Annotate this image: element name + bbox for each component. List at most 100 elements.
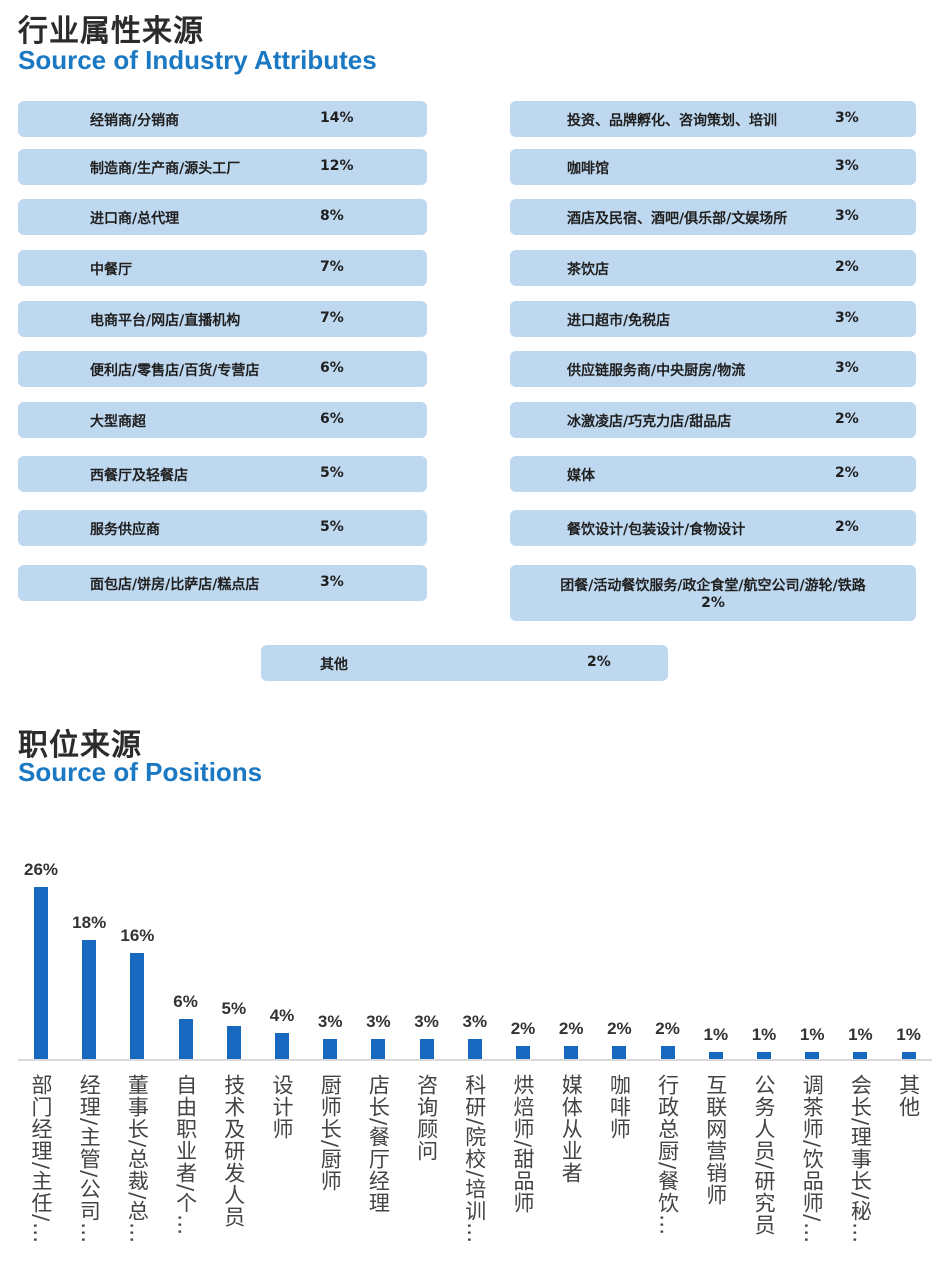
- industry-label: 团餐/活动餐饮服务/政企食堂/航空公司/游轮/铁路: [560, 578, 866, 594]
- bar: [226, 1025, 241, 1059]
- bar-value-label: 2%: [607, 1018, 632, 1038]
- category-label: 互联网营销师: [703, 1074, 728, 1206]
- industry-card: 咖啡馆 3%: [510, 149, 916, 185]
- industry-percent: 2%: [701, 595, 725, 611]
- industry-card: 中餐厅 7%: [18, 250, 427, 286]
- category-label: 调茶师/饮品师/…: [800, 1074, 825, 1245]
- category-label: 设计师: [270, 1074, 294, 1140]
- industry-percent: 2%: [835, 519, 859, 535]
- industry-card: 媒体 2%: [510, 456, 916, 492]
- industry-percent: 12%: [320, 158, 354, 174]
- industry-percent: 14%: [320, 110, 354, 126]
- industry-title-en: Source of Industry Attributes: [18, 45, 377, 75]
- positions-bar-chart: 26% 部门经理/主任/… 18% 经理/主管/公司… 16% 董事长/总裁/总… 6% 自由…: [0, 850, 942, 1272]
- category-label: 店长/餐厅经理: [366, 1074, 391, 1215]
- bar: [82, 939, 97, 1059]
- bar: [612, 1045, 627, 1059]
- industry-percent: 6%: [320, 360, 344, 376]
- industry-label: 大型商超: [90, 414, 146, 430]
- category-label: 董事长/总裁/总…: [125, 1074, 150, 1245]
- positions-title-cn: 职位来源: [18, 728, 142, 763]
- industry-percent: 3%: [320, 574, 344, 590]
- industry-card: 其他 2%: [261, 645, 668, 681]
- industry-card: 便利店/零售店/百货/专营店 6%: [18, 351, 427, 387]
- category-label: 会长/理事长/秘…: [848, 1074, 873, 1245]
- industry-label: 进口商/总代理: [90, 211, 180, 227]
- industry-label: 酒店及民宿、酒吧/俱乐部/文娱场所: [567, 211, 788, 227]
- industry-percent: 2%: [835, 465, 859, 481]
- industry-card: 茶饮店 2%: [510, 250, 916, 286]
- industry-percent: 3%: [835, 360, 859, 376]
- bar-value-label: 26%: [23, 860, 59, 879]
- industry-card: 供应链服务商/中央厨房/物流 3%: [510, 351, 916, 387]
- bar: [371, 1039, 386, 1059]
- industry-card: 电商平台/网店/直播机构 7%: [18, 301, 427, 337]
- x-axis-line: [18, 1059, 932, 1061]
- industry-label: 中餐厅: [90, 262, 132, 278]
- bar: [323, 1039, 338, 1059]
- category-label: 自由职业者/个…: [173, 1074, 198, 1237]
- bar-value-label: 5%: [221, 998, 247, 1018]
- industry-label: 冰激凌店/巧克力店/甜品店: [567, 414, 732, 430]
- category-label: 科研/院校/培训…: [462, 1074, 487, 1245]
- industry-card: 进口超市/免税店 3%: [510, 301, 916, 337]
- industry-card: 团餐/活动餐饮服务/政企食堂/航空公司/游轮/铁路 2%: [510, 565, 916, 621]
- industry-card: 大型商超 6%: [18, 402, 427, 438]
- industry-title-cn: 行业属性来源: [18, 14, 204, 49]
- industry-label: 投资、品牌孵化、咨询策划、培训: [567, 113, 777, 129]
- category-label: 行政总厨/餐饮…: [655, 1074, 680, 1237]
- industry-card: 面包店/饼房/比萨店/糕点店 3%: [18, 565, 427, 601]
- bar: [275, 1032, 289, 1059]
- industry-percent: 2%: [587, 654, 611, 670]
- industry-percent: 2%: [835, 259, 859, 275]
- industry-label: 西餐厅及轻餐店: [90, 468, 188, 484]
- bar: [901, 1052, 916, 1059]
- industry-percent: 2%: [835, 411, 859, 427]
- category-label: 公务人员/研究员: [752, 1074, 776, 1237]
- industry-percent: 5%: [320, 465, 344, 481]
- bar-value-label: 3%: [462, 1012, 488, 1032]
- bar-value-label: 2%: [558, 1018, 584, 1038]
- industry-percent: 5%: [320, 519, 344, 535]
- bar: [130, 953, 145, 1059]
- industry-card: 进口商/总代理 8%: [18, 199, 427, 235]
- bar-value-label: 1%: [751, 1025, 777, 1045]
- industry-card: 酒店及民宿、酒吧/俱乐部/文娱场所 3%: [510, 199, 916, 235]
- bar-value-label: 2%: [510, 1018, 536, 1038]
- industry-label: 茶饮店: [567, 262, 609, 278]
- category-label: 技术及研发人员: [221, 1074, 246, 1228]
- category-label: 咖啡师: [607, 1074, 632, 1140]
- industry-card: 投资、品牌孵化、咨询策划、培训 3%: [510, 101, 916, 137]
- bar: [708, 1052, 723, 1059]
- bar-value-label: 16%: [120, 926, 155, 946]
- bar-value-label: 6%: [173, 992, 198, 1012]
- bar: [178, 1019, 193, 1059]
- industry-card: 餐饮设计/包装设计/食物设计 2%: [510, 510, 916, 546]
- category-label: 烘焙师/甜品师: [511, 1074, 535, 1215]
- bar-value-label: 1%: [799, 1025, 825, 1045]
- bar: [34, 887, 48, 1059]
- industry-percent: 6%: [320, 411, 344, 427]
- bar-value-label: 18%: [72, 912, 107, 932]
- category-label: 部门经理/主任/…: [29, 1074, 53, 1245]
- industry-card: 服务供应商 5%: [18, 510, 427, 546]
- industry-label: 进口超市/免税店: [567, 313, 671, 329]
- industry-card: 经销商/分销商 14%: [18, 101, 427, 137]
- bar: [805, 1052, 820, 1059]
- industry-percent: 7%: [320, 259, 344, 275]
- bar-value-label: 1%: [896, 1025, 921, 1045]
- category-label: 厨师长/厨师: [318, 1074, 343, 1193]
- industry-card: 制造商/生产商/源头工厂 12%: [18, 149, 427, 185]
- industry-percent: 3%: [835, 110, 859, 126]
- category-label: 经理/主管/公司…: [77, 1074, 102, 1245]
- category-label: 咨询顾问: [414, 1074, 439, 1162]
- bar: [757, 1052, 771, 1059]
- positions-title-en: Source of Positions: [18, 757, 263, 787]
- industry-label: 电商平台/网店/直播机构: [90, 313, 241, 329]
- bar: [853, 1052, 868, 1059]
- industry-label: 面包店/饼房/比萨店/糕点店: [90, 577, 260, 593]
- bar-value-label: 3%: [317, 1012, 343, 1032]
- industry-percent: 7%: [320, 310, 344, 326]
- industry-percent: 3%: [835, 158, 859, 174]
- bar-value-label: 3%: [414, 1012, 439, 1032]
